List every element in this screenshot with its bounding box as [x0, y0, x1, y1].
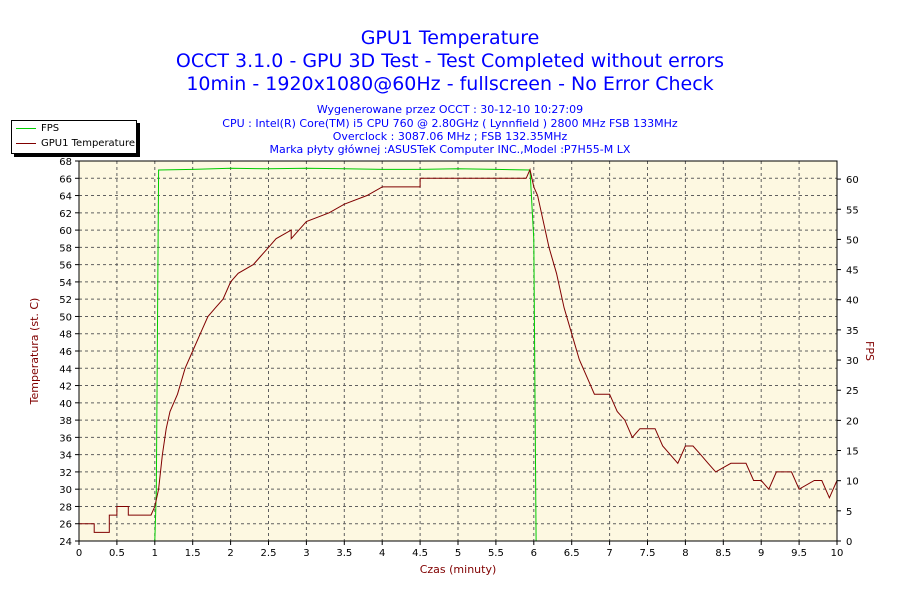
y-right-tick-label: 55 — [846, 205, 859, 216]
y-right-tick-label: 45 — [846, 266, 859, 277]
chart-subtitle-mode: 10min - 1920x1080@60Hz - fullscreen - No… — [186, 73, 714, 95]
y-right-tick-label: 40 — [846, 296, 859, 307]
x-tick-label: 8.5 — [715, 548, 731, 559]
y-left-tick-label: 28 — [59, 502, 72, 513]
y-left-tick-label: 44 — [59, 364, 72, 375]
y-right-tick-label: 35 — [846, 326, 859, 337]
series-fps-line — [79, 167, 837, 542]
x-tick-label: 9.5 — [791, 548, 807, 559]
legend-item-temperature: GPU1 Temperature — [16, 137, 135, 151]
y-left-tick-label: 34 — [59, 451, 72, 462]
y-left-tick-label: 48 — [59, 330, 72, 341]
y-left-tick-label: 56 — [59, 261, 72, 272]
y-left-tick-label: 32 — [59, 468, 72, 479]
x-tick-label: 6.5 — [564, 548, 580, 559]
axis-layer: 0 0.5 1 1.5 2 2.5 3 3.5 4 4.5 5 5.5 6 6.5 7 7.5 8 8.5 9 9.5… — [59, 157, 858, 559]
legend-swatch-temperature — [16, 142, 36, 144]
y-right-tick-label: 15 — [846, 447, 859, 458]
y-left-tick-label: 54 — [59, 278, 72, 289]
legend-item-fps: FPS — [16, 122, 59, 136]
chart-title: GPU1 Temperature — [360, 27, 540, 49]
legend-label-fps: FPS — [41, 123, 60, 134]
y-left-tick-label: 62 — [59, 209, 72, 220]
x-tick-label: 7.5 — [640, 548, 656, 559]
x-tick-label: 4.5 — [412, 548, 428, 559]
x-tick-label: 0 — [76, 548, 82, 559]
y-left-tick-label: 68 — [59, 157, 72, 168]
y-left-tick-label: 38 — [59, 416, 72, 427]
x-tick-label: 6 — [531, 548, 537, 559]
plot-border — [78, 160, 838, 542]
series-temperature-line — [79, 167, 838, 533]
y-axis-label-right: FPS — [863, 341, 876, 361]
y-left-tick-label: 60 — [59, 226, 72, 237]
series-layer — [79, 167, 838, 542]
x-tick-label: 9 — [758, 548, 764, 559]
x-tick-label: 2 — [227, 548, 233, 559]
y-left-tick-label: 30 — [59, 485, 72, 496]
info-cpu: CPU : Intel(R) Core(TM) i5 CPU 760 @ 2.8… — [222, 117, 678, 130]
y-right-tick-label: 25 — [846, 386, 859, 397]
y-left-tick-label: 58 — [59, 243, 72, 254]
y-right-tick-label: 0 — [846, 537, 852, 548]
y-left-tick-label: 24 — [59, 537, 72, 548]
y-right-tick-label: 50 — [846, 235, 859, 246]
y-right-tick-label: 20 — [846, 416, 859, 427]
y-left-tick-label: 52 — [59, 295, 72, 306]
y-right-tick-label: 10 — [846, 477, 859, 488]
info-overclock: Overclock : 3087.06 MHz ; FSB 132.35MHz — [332, 130, 568, 143]
x-tick-label: 10 — [831, 548, 844, 559]
chart-legend: FPS GPU1 Temperature — [11, 120, 137, 154]
x-tick-label: 2.5 — [261, 548, 277, 559]
y-left-tick-label: 36 — [59, 433, 72, 444]
y-right-tick-label: 30 — [846, 356, 859, 367]
y-left-tick-label: 64 — [59, 192, 72, 203]
x-tick-label: 8 — [682, 548, 688, 559]
y-left-tick-label: 26 — [59, 520, 72, 531]
info-motherboard: Marka płyty głównej :ASUSTeK Computer IN… — [269, 143, 631, 156]
x-tick-label: 1.5 — [185, 548, 201, 559]
y-left-tick-label: 42 — [59, 382, 72, 393]
y-left-tick-label: 46 — [59, 347, 72, 358]
y-left-tick-label: 66 — [59, 174, 72, 185]
x-tick-label: 7 — [606, 548, 612, 559]
x-tick-label: 5 — [455, 548, 461, 559]
x-axis-label: Czas (minuty) — [420, 563, 497, 576]
x-tick-label: 3.5 — [336, 548, 352, 559]
y-right-tick-label: 5 — [846, 507, 852, 518]
y-left-tick-label: 50 — [59, 312, 72, 323]
legend-label-temperature: GPU1 Temperature — [41, 138, 135, 149]
x-tick-label: 3 — [303, 548, 309, 559]
y-right-tick-label: 60 — [846, 175, 859, 186]
info-generated: Wygenerowane przez OCCT : 30-12-10 10:27… — [316, 103, 584, 116]
x-tick-label: 4 — [379, 548, 385, 559]
chart-subtitle-test: OCCT 3.1.0 - GPU 3D Test - Test Complete… — [175, 50, 725, 72]
y-left-tick-label: 40 — [59, 399, 72, 410]
x-tick-label: 0.5 — [109, 548, 125, 559]
x-tick-label: 1 — [152, 548, 158, 559]
x-tick-label: 5.5 — [488, 548, 504, 559]
legend-swatch-fps — [16, 127, 36, 129]
y-axis-label-left: Temperatura (st. C) — [28, 298, 41, 406]
